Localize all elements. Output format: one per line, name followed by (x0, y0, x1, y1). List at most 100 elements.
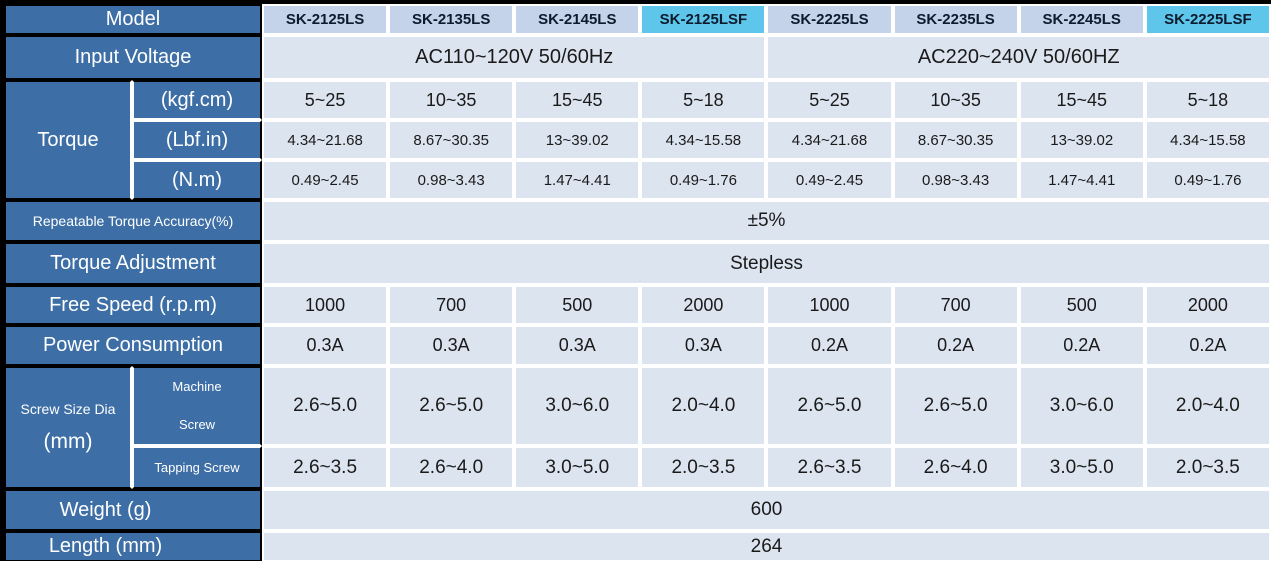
screw-size-value: 2.6~5.0 (262, 366, 389, 446)
weight-value: 600 (262, 489, 1271, 531)
power-value: 0.3A (388, 325, 515, 366)
model-name-cell: SK-2145LS (514, 4, 641, 35)
torque-unit-lbfin: (Lbf.in) (132, 120, 263, 160)
torque-unit-nm: (N.m) (132, 160, 263, 200)
power-value: 0.3A (640, 325, 767, 366)
spec-table: Model SK-2125LS SK-2135LS SK-2145LS SK-2… (4, 4, 1271, 561)
torque-value: 8.67~30.35 (388, 120, 515, 160)
screw-size-value: 2.0~3.5 (1144, 446, 1271, 489)
row-label-input-voltage: Input Voltage (4, 35, 263, 80)
weight-row: Weight (g) 600 (4, 489, 1271, 531)
torque-value: 0.49~2.45 (766, 160, 893, 200)
torque-value: 10~35 (388, 80, 515, 120)
repeatable-accuracy-row: Repeatable Torque Accuracy(%) ±5% (4, 200, 1271, 242)
model-name-cell-highlighted: SK-2125LSF (640, 4, 767, 35)
torque-unit-kgfcm: (kgf.cm) (132, 80, 263, 120)
model-name-cell: SK-2135LS (388, 4, 515, 35)
model-name-cell: SK-2125LS (262, 4, 389, 35)
torque-value: 0.98~3.43 (892, 160, 1019, 200)
torque-value: 15~45 (1018, 80, 1145, 120)
power-value: 0.3A (514, 325, 641, 366)
repeatable-accuracy-value: ±5% (262, 200, 1271, 242)
machine-screw-label: Machine Screw (132, 366, 263, 446)
torque-value: 1.47~4.41 (514, 160, 641, 200)
torque-value: 13~39.02 (514, 120, 641, 160)
torque-nm-row: (N.m) 0.49~2.45 0.98~3.43 1.47~4.41 0.49… (4, 160, 1271, 200)
torque-value: 5~18 (640, 80, 767, 120)
model-row: Model SK-2125LS SK-2135LS SK-2145LS SK-2… (4, 4, 1271, 35)
input-voltage-value: AC220~240V 50/60HZ (766, 35, 1271, 80)
torque-value: 4.34~21.68 (766, 120, 893, 160)
free-speed-value: 2000 (640, 285, 767, 325)
screw-size-value: 2.6~5.0 (892, 366, 1019, 446)
screw-size-value: 2.6~4.0 (892, 446, 1019, 489)
free-speed-value: 700 (388, 285, 515, 325)
torque-value: 0.49~1.76 (640, 160, 767, 200)
model-name-cell: SK-2235LS (892, 4, 1019, 35)
free-speed-row: Free Speed (r.p.m) 1000 700 500 2000 100… (4, 285, 1271, 325)
torque-value: 5~25 (262, 80, 389, 120)
screw-size-value: 3.0~6.0 (514, 366, 641, 446)
torque-value: 15~45 (514, 80, 641, 120)
torque-value: 8.67~30.35 (892, 120, 1019, 160)
screw-size-value: 2.0~4.0 (1144, 366, 1271, 446)
row-label-screw-size: Screw Size Dia (mm) (4, 366, 132, 489)
torque-adjustment-value: Stepless (262, 242, 1271, 285)
screw-size-value: 2.0~3.5 (640, 446, 767, 489)
row-label-torque-adjustment: Torque Adjustment (4, 242, 263, 285)
torque-value: 5~18 (1144, 80, 1271, 120)
screw-size-value: 2.6~5.0 (388, 366, 515, 446)
screw-size-value: 3.0~5.0 (514, 446, 641, 489)
row-label-length: Length (mm) (4, 531, 263, 561)
power-consumption-row: Power Consumption 0.3A 0.3A 0.3A 0.3A 0.… (4, 325, 1271, 366)
length-value: 264 (262, 531, 1271, 561)
torque-value: 0.49~1.76 (1144, 160, 1271, 200)
input-voltage-row: Input Voltage AC110~120V 50/60Hz AC220~2… (4, 35, 1271, 80)
torque-value: 1.47~4.41 (1018, 160, 1145, 200)
row-label-repeatable-accuracy: Repeatable Torque Accuracy(%) (4, 200, 263, 242)
power-value: 0.3A (262, 325, 389, 366)
free-speed-value: 1000 (766, 285, 893, 325)
tapping-screw-row: Tapping Screw 2.6~3.5 2.6~4.0 3.0~5.0 2.… (4, 446, 1271, 489)
screw-size-value: 3.0~6.0 (1018, 366, 1145, 446)
torque-value: 0.98~3.43 (388, 160, 515, 200)
length-row: Length (mm) 264 (4, 531, 1271, 561)
torque-value: 10~35 (892, 80, 1019, 120)
row-label-weight: Weight (g) (4, 489, 263, 531)
free-speed-value: 700 (892, 285, 1019, 325)
torque-lbfin-row: (Lbf.in) 4.34~21.68 8.67~30.35 13~39.02 … (4, 120, 1271, 160)
tapping-screw-label: Tapping Screw (132, 446, 263, 489)
model-name-cell: SK-2245LS (1018, 4, 1145, 35)
screw-size-value: 3.0~5.0 (1018, 446, 1145, 489)
screw-size-value: 2.6~4.0 (388, 446, 515, 489)
screw-size-value: 2.6~3.5 (766, 446, 893, 489)
input-voltage-value: AC110~120V 50/60Hz (262, 35, 767, 80)
torque-value: 4.34~15.58 (640, 120, 767, 160)
torque-value: 4.34~21.68 (262, 120, 389, 160)
screw-size-label: Screw Size Dia (20, 401, 116, 417)
model-name-cell: SK-2225LS (766, 4, 893, 35)
screw-size-value: 2.6~3.5 (262, 446, 389, 489)
screw-size-value: 2.0~4.0 (640, 366, 767, 446)
free-speed-value: 500 (1018, 285, 1145, 325)
power-value: 0.2A (766, 325, 893, 366)
screw-size-unit: (mm) (43, 430, 93, 453)
row-label-torque: Torque (4, 80, 132, 200)
torque-value: 13~39.02 (1018, 120, 1145, 160)
free-speed-value: 1000 (262, 285, 389, 325)
model-name-cell-highlighted: SK-2225LSF (1144, 4, 1271, 35)
row-label-free-speed: Free Speed (r.p.m) (4, 285, 263, 325)
torque-value: 0.49~2.45 (262, 160, 389, 200)
row-label-model: Model (4, 4, 263, 35)
power-value: 0.2A (1144, 325, 1271, 366)
power-value: 0.2A (1018, 325, 1145, 366)
torque-kgfcm-row: Torque (kgf.cm) 5~25 10~35 15~45 5~18 5~… (4, 80, 1271, 200)
torque-adjustment-row: Torque Adjustment Stepless (4, 242, 1271, 285)
torque-value: 4.34~15.58 (1144, 120, 1271, 160)
screw-size-value: 2.6~5.0 (766, 366, 893, 446)
power-value: 0.2A (892, 325, 1019, 366)
free-speed-value: 2000 (1144, 285, 1271, 325)
machine-screw-row: Screw Size Dia (mm) Machine Screw 2.6~5.… (4, 366, 1271, 489)
row-label-power-consumption: Power Consumption (4, 325, 263, 366)
free-speed-value: 500 (514, 285, 641, 325)
